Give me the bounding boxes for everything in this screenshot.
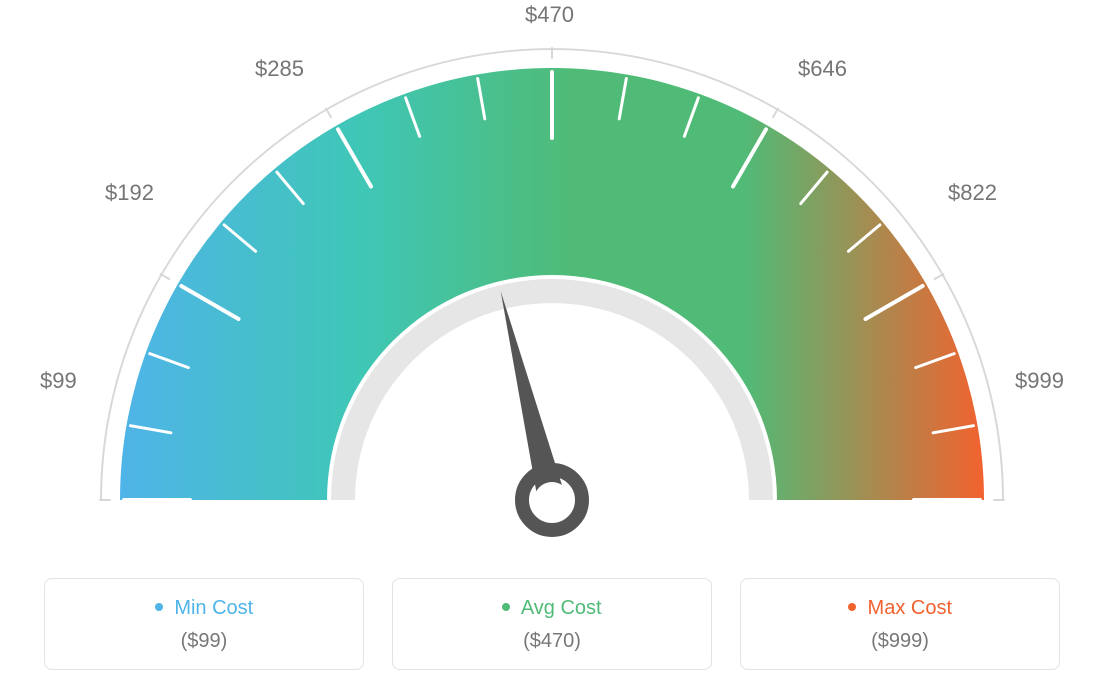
legend-avg-label: Avg Cost xyxy=(403,597,701,620)
tick-label-3: $470 xyxy=(525,2,574,28)
dot-icon xyxy=(848,603,856,611)
tick-label-0: $99 xyxy=(40,368,77,394)
legend-min-box: Min Cost ($99) xyxy=(44,578,364,670)
tick-label-5: $822 xyxy=(948,180,997,206)
gauge-area: $99 $192 $285 $470 $646 $822 $999 xyxy=(0,0,1104,560)
legend-avg-label-text: Avg Cost xyxy=(521,597,602,619)
legend-max-value: ($999) xyxy=(751,630,1049,653)
legend-min-label-text: Min Cost xyxy=(174,597,253,619)
tick-label-2: $285 xyxy=(255,56,304,82)
legend-max-label-text: Max Cost xyxy=(868,597,952,619)
legend-min-value: ($99) xyxy=(55,630,353,653)
tick-label-1: $192 xyxy=(105,180,154,206)
legend-max-box: Max Cost ($999) xyxy=(740,578,1060,670)
dot-icon xyxy=(502,603,510,611)
legend-avg-box: Avg Cost ($470) xyxy=(392,578,712,670)
legend-min-label: Min Cost xyxy=(55,597,353,620)
gauge-chart-container: $99 $192 $285 $470 $646 $822 $999 Min Co… xyxy=(0,0,1104,690)
tick-label-6: $999 xyxy=(1015,368,1064,394)
legend-max-label: Max Cost xyxy=(751,597,1049,620)
legend-avg-value: ($470) xyxy=(403,630,701,653)
tick-label-4: $646 xyxy=(798,56,847,82)
legend-row: Min Cost ($99) Avg Cost ($470) Max Cost … xyxy=(0,578,1104,670)
gauge-svg xyxy=(0,0,1104,560)
dot-icon xyxy=(155,603,163,611)
